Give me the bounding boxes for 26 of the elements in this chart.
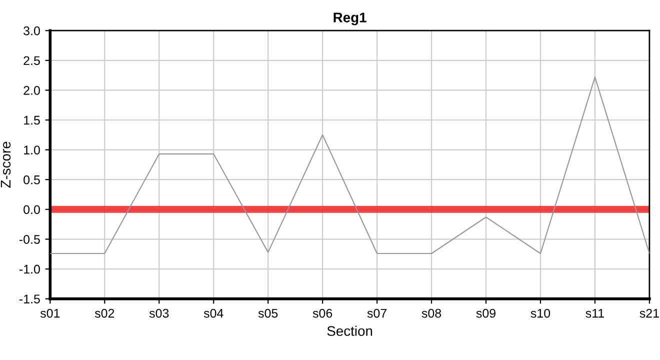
y-tick-label: -1.5 [19, 294, 40, 304]
y-tick-label: 3.0 [24, 26, 40, 36]
y-tick-label: 0.0 [24, 205, 40, 214]
y-tick-label: -0.5 [19, 235, 40, 244]
x-tick-label: s06 [312, 308, 332, 318]
y-tick-label: -1.0 [19, 264, 40, 274]
y-axis-title: Z-score [0, 142, 11, 188]
y-tick-label: 0.5 [24, 175, 40, 184]
y-tick-label: 1.0 [24, 146, 40, 154]
x-tick-label: s01 [40, 308, 60, 318]
x-tick-label: s05 [258, 308, 278, 318]
line-series [50, 76, 650, 254]
y-tick-label: 1.5 [24, 116, 40, 125]
x-tick-label: s21 [640, 308, 659, 318]
x-tick-label: s02 [94, 308, 114, 318]
chart-title: Reg1 [334, 12, 366, 26]
x-tick-label: s03 [149, 308, 169, 318]
y-tick-label: 2.5 [24, 56, 40, 66]
x-axis-title: Section [327, 326, 372, 336]
x-tick-label: s10 [530, 308, 550, 318]
x-tick-label: s08 [422, 308, 442, 318]
x-tick-label: s09 [476, 308, 496, 318]
x-tick-label: s04 [204, 308, 224, 318]
x-tick-label: s07 [367, 308, 386, 318]
y-tick-label: 2.0 [24, 86, 40, 95]
x-tick-label: s11 [586, 308, 604, 318]
